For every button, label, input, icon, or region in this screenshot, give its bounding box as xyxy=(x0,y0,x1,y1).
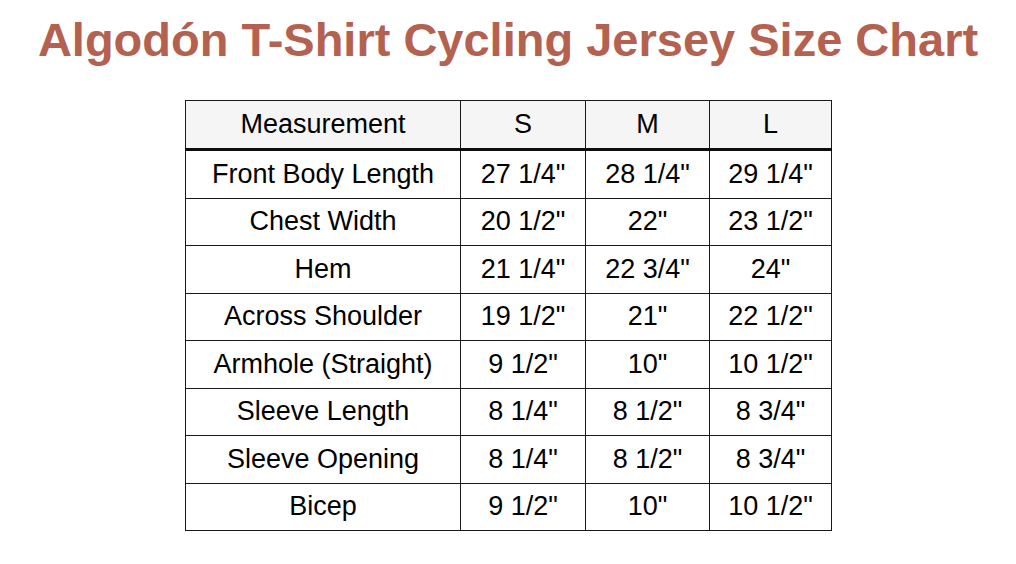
value-cell: 8 3/4" xyxy=(710,388,832,436)
header-cell-size-m: M xyxy=(586,101,710,150)
header-cell-size-s: S xyxy=(461,101,586,150)
size-chart-page: Algodón T-Shirt Cycling Jersey Size Char… xyxy=(0,0,1016,564)
value-cell: 9 1/2" xyxy=(461,483,586,531)
row-label: Chest Width xyxy=(186,198,461,246)
value-cell: 8 1/4" xyxy=(461,436,586,484)
table-row: Front Body Length 27 1/4" 28 1/4" 29 1/4… xyxy=(186,150,832,199)
row-label: Front Body Length xyxy=(186,150,461,199)
value-cell: 19 1/2" xyxy=(461,293,586,341)
row-label: Sleeve Length xyxy=(186,388,461,436)
table-row: Bicep 9 1/2" 10" 10 1/2" xyxy=(186,483,832,531)
value-cell: 10" xyxy=(586,483,710,531)
value-cell: 29 1/4" xyxy=(710,150,832,199)
row-label: Across Shoulder xyxy=(186,293,461,341)
table-row: Chest Width 20 1/2" 22" 23 1/2" xyxy=(186,198,832,246)
row-label: Sleeve Opening xyxy=(186,436,461,484)
row-label: Hem xyxy=(186,246,461,294)
table-row: Armhole (Straight) 9 1/2" 10" 10 1/2" xyxy=(186,341,832,389)
value-cell: 23 1/2" xyxy=(710,198,832,246)
value-cell: 10 1/2" xyxy=(710,341,832,389)
value-cell: 21 1/4" xyxy=(461,246,586,294)
value-cell: 21" xyxy=(586,293,710,341)
page-title: Algodón T-Shirt Cycling Jersey Size Char… xyxy=(0,12,1016,67)
row-label: Armhole (Straight) xyxy=(186,341,461,389)
header-cell-size-l: L xyxy=(710,101,832,150)
value-cell: 10" xyxy=(586,341,710,389)
size-chart-table: Measurement S M L Front Body Length 27 1… xyxy=(185,100,832,531)
value-cell: 8 1/2" xyxy=(586,388,710,436)
value-cell: 20 1/2" xyxy=(461,198,586,246)
value-cell: 22 1/2" xyxy=(710,293,832,341)
header-cell-measurement: Measurement xyxy=(186,101,461,150)
value-cell: 22 3/4" xyxy=(586,246,710,294)
value-cell: 24" xyxy=(710,246,832,294)
value-cell: 22" xyxy=(586,198,710,246)
table-row: Sleeve Length 8 1/4" 8 1/2" 8 3/4" xyxy=(186,388,832,436)
value-cell: 10 1/2" xyxy=(710,483,832,531)
row-label: Bicep xyxy=(186,483,461,531)
value-cell: 9 1/2" xyxy=(461,341,586,389)
value-cell: 8 1/2" xyxy=(586,436,710,484)
value-cell: 28 1/4" xyxy=(586,150,710,199)
value-cell: 27 1/4" xyxy=(461,150,586,199)
value-cell: 8 3/4" xyxy=(710,436,832,484)
header-row: Measurement S M L xyxy=(186,101,832,150)
table-row: Across Shoulder 19 1/2" 21" 22 1/2" xyxy=(186,293,832,341)
value-cell: 8 1/4" xyxy=(461,388,586,436)
table-row: Hem 21 1/4" 22 3/4" 24" xyxy=(186,246,832,294)
table-row: Sleeve Opening 8 1/4" 8 1/2" 8 3/4" xyxy=(186,436,832,484)
